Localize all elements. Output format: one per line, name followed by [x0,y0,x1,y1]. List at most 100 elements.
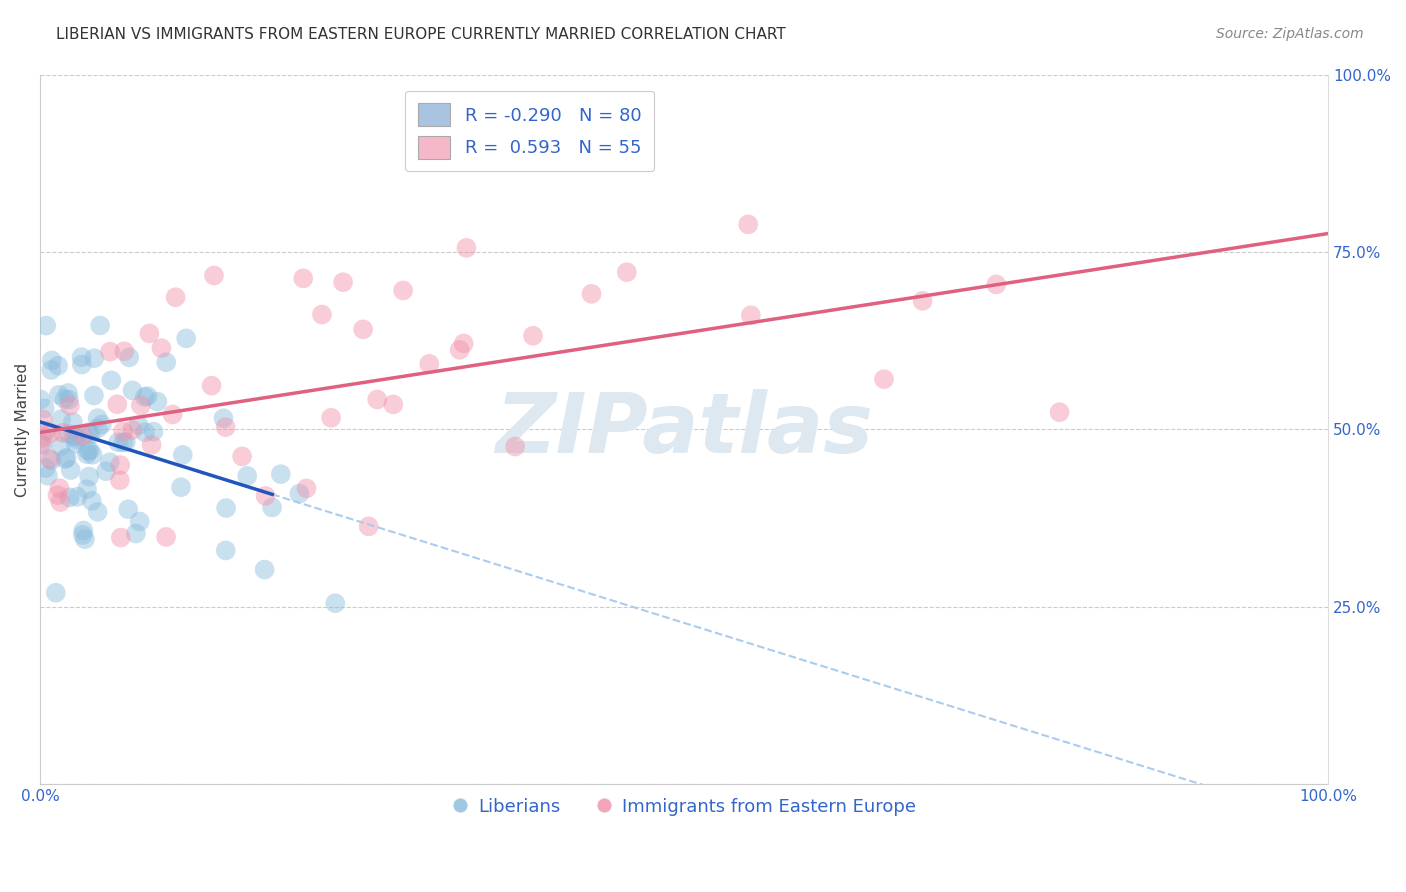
Point [77,443,100,458]
Point [418,357,440,371]
Point [90,417,112,432]
Point [740,309,762,323]
Point [48,481,70,495]
Point [30,392,52,407]
Point [200,378,222,392]
Point [105,397,128,411]
Point [121,384,143,398]
Point [58,426,80,441]
Point [94,464,117,478]
Point [128,417,150,432]
Point [352,322,374,336]
Point [121,423,143,437]
Point [449,343,471,357]
Point [214,420,236,434]
Point [146,394,169,409]
Point [83,388,105,402]
Point [128,515,150,529]
Text: ZIPatlas: ZIPatlas [495,389,873,470]
Point [292,271,315,285]
Point [162,408,184,422]
Point [118,351,141,365]
Point [295,481,318,495]
Point [72,524,94,538]
Point [236,469,259,483]
Point [288,486,311,500]
Point [41,453,63,467]
Point [174,331,197,345]
Point [77,469,100,483]
Point [112,435,135,450]
Point [86,411,108,425]
Point [46,488,69,502]
Point [77,425,100,440]
Point [41,353,63,368]
Point [112,425,135,439]
Point [873,372,896,386]
Point [72,429,94,443]
Point [35,318,58,333]
Point [87,421,110,435]
Point [737,218,759,232]
Point [141,438,163,452]
Point [59,399,82,413]
Point [456,241,478,255]
Point [37,468,59,483]
Point [65,432,87,446]
Point [30,437,52,451]
Point [76,482,98,496]
Point [453,336,475,351]
Point [49,495,72,509]
Text: Source: ZipAtlas.com: Source: ZipAtlas.com [1216,27,1364,41]
Point [58,491,80,505]
Point [52,425,75,440]
Point [39,363,62,377]
Point [581,286,603,301]
Point [616,265,638,279]
Point [253,563,276,577]
Point [115,434,138,449]
Point [231,450,253,464]
Point [34,401,56,416]
Point [53,452,76,467]
Y-axis label: Currently Married: Currently Married [15,362,30,497]
Point [70,358,93,372]
Point [522,328,544,343]
Point [79,427,101,442]
Point [32,431,55,445]
Point [73,532,96,546]
Point [55,450,77,465]
Point [215,543,238,558]
Point [82,448,104,462]
Point [212,411,235,425]
Point [134,390,156,404]
Point [202,268,225,283]
Point [76,447,98,461]
Point [39,425,62,440]
Point [35,424,58,438]
Point [65,430,87,444]
Point [911,293,934,308]
Point [53,392,76,406]
Point [65,436,87,450]
Point [31,438,53,452]
Point [98,344,121,359]
Point [110,531,132,545]
Point [357,519,380,533]
Point [72,528,94,542]
Point [986,277,1008,292]
Point [170,480,193,494]
Point [155,530,177,544]
Point [80,494,103,508]
Point [332,275,354,289]
Point [165,290,187,304]
Point [79,443,101,458]
Point [392,284,415,298]
Point [215,501,238,516]
Point [70,350,93,364]
Point [49,412,72,426]
Point [100,373,122,387]
Point [136,389,159,403]
Point [270,467,292,482]
Point [110,458,132,472]
